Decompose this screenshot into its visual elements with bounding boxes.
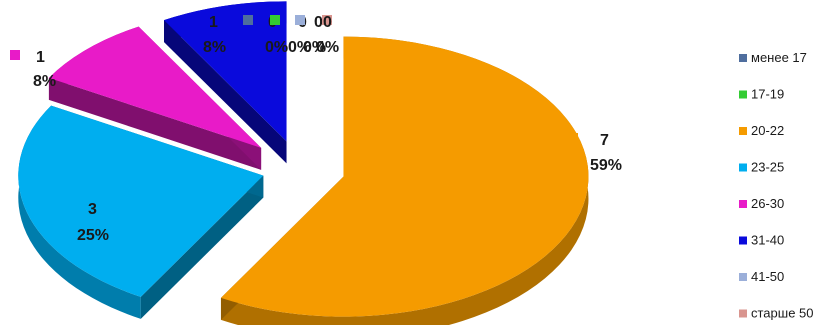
legend-item-17-19: 17-19 — [739, 87, 784, 102]
legend-item-50: старше 50 — [739, 306, 814, 321]
slice-top-20-22 — [220, 36, 589, 317]
legend-label: 26-30 — [751, 196, 784, 211]
legend-item-17: менее 17 — [739, 50, 807, 65]
slice-wall-26-30 — [48, 77, 262, 170]
data-label-value-23-25: 3 — [88, 201, 97, 218]
slice-side-23-25 — [18, 105, 141, 319]
data-label-percent-26-30: 8% — [33, 73, 56, 90]
legend: менее 17 17-19 20-22 23-25 26-30 31-40 41-50 ст… — [739, 50, 814, 321]
slice-wall-23-25 — [140, 175, 264, 319]
data-label-percent-17-19: 0% — [288, 39, 311, 56]
legend-swatch — [739, 200, 747, 208]
legend-swatch — [739, 236, 747, 245]
slice-23-25 — [18, 105, 264, 319]
slice-31-40 — [164, 1, 287, 164]
legend-swatch — [739, 90, 747, 99]
slice-20-22 — [220, 36, 589, 325]
data-label-percent-17: 0% — [265, 39, 288, 56]
legend-item-23-25: 23-25 — [739, 160, 784, 175]
legend-item-41-50: 41-50 — [739, 269, 784, 284]
legend-label: 31-40 — [751, 233, 784, 248]
pie-slices — [18, 1, 589, 325]
legend-item-26-30: 26-30 — [739, 196, 784, 211]
data-label-marker-50 — [322, 15, 332, 25]
data-label-value-26-30: 1 — [36, 49, 45, 66]
slice-top-23-25 — [18, 105, 264, 297]
slice-wall-31-40 — [164, 20, 287, 164]
data-label-percent-31-40: 8% — [203, 39, 226, 56]
data-label-marker-23-25 — [57, 203, 67, 213]
legend-label: 23-25 — [751, 160, 784, 175]
data-label-marker-17 — [243, 15, 253, 25]
legend-label: менее 17 — [751, 50, 807, 65]
data-label-percent-20-22: 59% — [590, 157, 622, 174]
data-label-marker-17-19 — [270, 15, 280, 25]
data-label-value-41-50: 0 — [314, 14, 323, 31]
legend-swatch — [739, 127, 747, 135]
legend-item-20-22: 20-22 — [739, 123, 784, 138]
slice-top-31-40 — [164, 1, 287, 142]
data-label-value-50: 0 — [323, 14, 332, 31]
legend-label: старше 50 — [751, 306, 814, 321]
legend-label: 20-22 — [751, 123, 784, 138]
legend-swatch — [739, 309, 747, 318]
legend-swatch — [739, 273, 747, 281]
data-label-marker-20-22 — [568, 133, 578, 143]
slice-26-30 — [48, 26, 262, 170]
data-label-marker-41-50 — [295, 15, 305, 25]
slice-top-26-30 — [48, 26, 262, 148]
legend-swatch — [739, 163, 747, 172]
data-label-marker-31-40 — [181, 15, 191, 25]
data-labels: 00%00%759%325%18%18%00%00% — [10, 14, 622, 244]
data-label-marker-26-30 — [10, 50, 20, 60]
legend-swatch — [739, 54, 747, 62]
data-label-percent-50: 0% — [316, 39, 339, 56]
legend-label: 17-19 — [751, 87, 784, 102]
data-label-value-20-22: 7 — [600, 132, 609, 149]
data-label-percent-23-25: 25% — [77, 227, 109, 244]
data-label-percent-41-50: 0% — [303, 39, 326, 56]
legend-item-31-40: 31-40 — [739, 233, 784, 248]
data-label-value-31-40: 1 — [209, 14, 218, 31]
legend-label: 41-50 — [751, 269, 784, 284]
